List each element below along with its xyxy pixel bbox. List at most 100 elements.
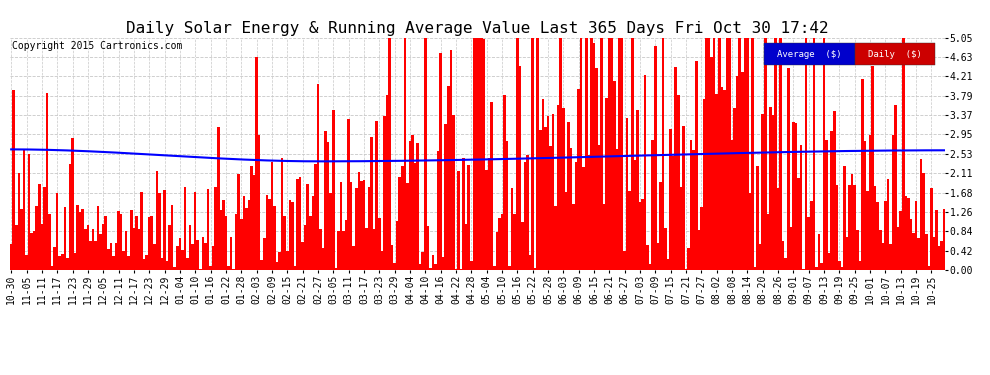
- Title: Daily Solar Energy & Running Average Value Last 365 Days Fri Oct 30 17:42: Daily Solar Energy & Running Average Val…: [127, 21, 829, 36]
- Bar: [49, 214, 50, 270]
- Bar: [207, 189, 209, 270]
- Bar: [736, 76, 739, 270]
- Bar: [44, 188, 46, 270]
- Bar: [168, 225, 171, 270]
- Bar: [700, 207, 703, 270]
- Bar: [312, 195, 314, 270]
- Bar: [332, 111, 335, 270]
- Bar: [537, 38, 539, 270]
- Bar: [107, 249, 110, 270]
- Bar: [340, 182, 343, 270]
- Bar: [723, 90, 726, 270]
- Bar: [871, 66, 874, 270]
- Bar: [419, 264, 422, 270]
- Bar: [907, 198, 910, 270]
- Bar: [307, 184, 309, 270]
- Bar: [276, 262, 278, 270]
- Bar: [133, 228, 136, 270]
- Bar: [861, 79, 863, 270]
- Bar: [805, 38, 808, 270]
- Bar: [23, 150, 25, 270]
- Bar: [532, 38, 534, 270]
- Bar: [521, 222, 524, 270]
- Bar: [227, 266, 230, 270]
- Bar: [445, 124, 447, 270]
- Bar: [314, 164, 317, 270]
- FancyBboxPatch shape: [764, 44, 854, 65]
- Bar: [810, 201, 813, 270]
- Bar: [84, 229, 86, 270]
- Bar: [442, 256, 445, 270]
- Bar: [802, 269, 805, 270]
- Bar: [393, 263, 396, 270]
- Bar: [897, 227, 900, 270]
- Bar: [432, 255, 435, 270]
- Bar: [81, 209, 84, 270]
- Bar: [918, 238, 920, 270]
- Bar: [843, 166, 845, 270]
- Bar: [876, 202, 879, 270]
- Bar: [417, 143, 419, 270]
- Bar: [582, 167, 585, 270]
- Bar: [18, 173, 20, 270]
- Bar: [155, 171, 158, 270]
- Bar: [383, 116, 386, 270]
- Bar: [690, 140, 692, 270]
- Bar: [204, 243, 207, 270]
- Bar: [800, 145, 802, 270]
- Bar: [215, 187, 217, 270]
- Bar: [900, 211, 902, 270]
- Bar: [250, 166, 252, 270]
- Bar: [748, 193, 751, 270]
- Bar: [150, 216, 153, 270]
- Bar: [892, 135, 894, 270]
- Bar: [158, 193, 160, 270]
- Bar: [887, 179, 889, 270]
- Bar: [265, 195, 268, 270]
- Bar: [790, 227, 792, 270]
- Bar: [475, 38, 477, 270]
- Bar: [61, 254, 63, 270]
- Bar: [457, 171, 459, 270]
- Bar: [437, 152, 440, 270]
- Bar: [508, 266, 511, 270]
- Bar: [220, 210, 222, 270]
- Bar: [529, 255, 532, 270]
- Bar: [621, 38, 624, 270]
- Bar: [171, 206, 173, 270]
- Bar: [863, 141, 866, 270]
- Bar: [355, 188, 357, 270]
- Bar: [309, 216, 312, 270]
- Bar: [818, 234, 820, 270]
- Bar: [598, 145, 600, 270]
- Bar: [36, 206, 38, 270]
- Bar: [915, 201, 918, 270]
- Bar: [642, 199, 644, 270]
- Bar: [692, 150, 695, 270]
- Bar: [557, 105, 559, 270]
- Bar: [718, 38, 721, 270]
- Bar: [360, 181, 362, 270]
- Bar: [68, 164, 71, 270]
- Bar: [769, 106, 771, 270]
- Bar: [462, 158, 465, 270]
- Bar: [797, 178, 800, 270]
- Bar: [270, 162, 273, 270]
- Bar: [401, 166, 404, 270]
- Bar: [317, 84, 319, 270]
- Bar: [562, 108, 564, 270]
- Bar: [869, 135, 871, 270]
- Bar: [542, 99, 545, 270]
- Bar: [447, 86, 449, 270]
- Bar: [199, 269, 202, 270]
- Bar: [209, 266, 212, 270]
- Bar: [729, 38, 731, 270]
- Bar: [664, 228, 667, 270]
- Bar: [138, 230, 141, 270]
- Bar: [13, 90, 15, 270]
- Bar: [761, 114, 764, 270]
- Bar: [470, 261, 472, 270]
- Bar: [716, 94, 718, 270]
- Bar: [283, 216, 286, 270]
- Bar: [349, 182, 352, 270]
